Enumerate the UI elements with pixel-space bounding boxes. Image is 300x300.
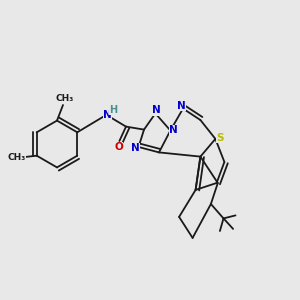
- Text: N: N: [177, 100, 186, 111]
- Text: H: H: [109, 105, 118, 115]
- Text: N: N: [131, 143, 140, 153]
- Text: N: N: [103, 110, 112, 121]
- Text: CH₃: CH₃: [7, 153, 26, 162]
- Text: N: N: [169, 125, 178, 135]
- Text: S: S: [216, 133, 224, 143]
- Text: N: N: [152, 105, 160, 116]
- Text: O: O: [114, 142, 123, 152]
- Text: CH₃: CH₃: [56, 94, 74, 103]
